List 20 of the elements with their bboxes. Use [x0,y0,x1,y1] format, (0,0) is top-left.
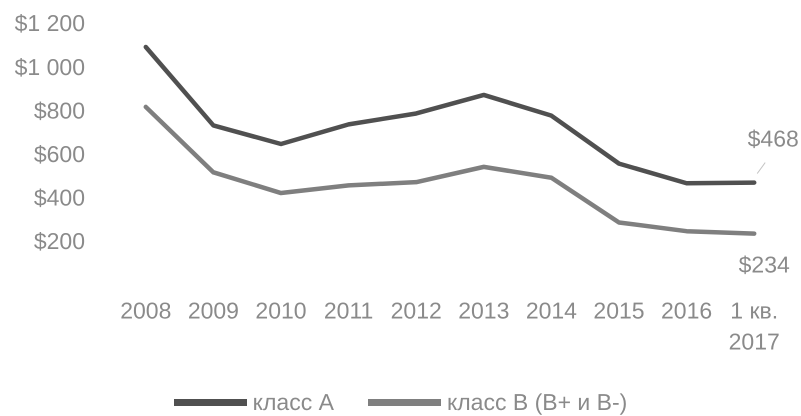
x-tick-label: 2010 [255,297,307,324]
legend-label: класс А [252,389,334,415]
y-tick-label: $200 [34,228,85,254]
x-tick-label: 2015 [593,297,645,324]
data-label: $234 [738,252,790,278]
y-tick-label: $1 000 [14,54,85,80]
x-tick-label: 2014 [526,297,578,324]
y-tick-label: $400 [34,184,85,211]
legend-label: класс В (В+ и В-) [446,389,628,415]
y-tick-label: $600 [34,140,85,167]
y-tick-label: $800 [34,97,85,124]
x-tick-label: 2011 [324,297,374,324]
x-tick-label: 2013 [458,297,510,324]
x-tick-label: 2008 [120,297,172,324]
data-label: $468 [748,126,799,152]
x-tick-label: 1 кв. 2017 [728,297,780,354]
y-tick-label: $1 200 [14,10,85,36]
x-tick-label: 2009 [188,297,239,324]
x-tick-label: 2012 [390,297,442,324]
x-tick-label: 2016 [661,297,712,324]
